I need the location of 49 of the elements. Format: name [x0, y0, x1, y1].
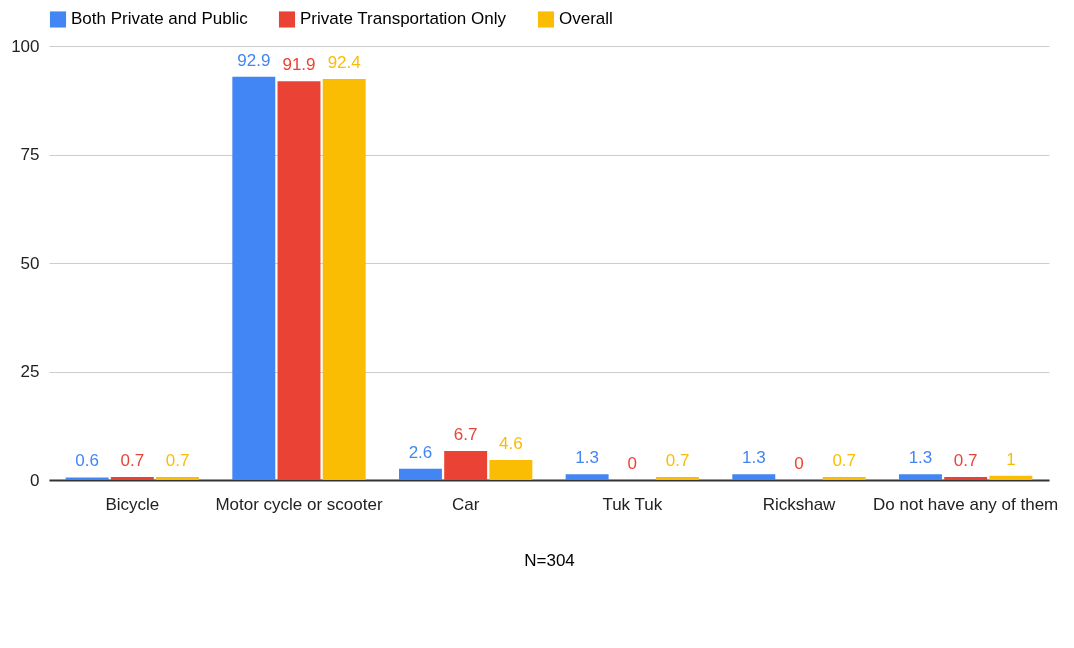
x-tick-label: Tuk Tuk — [602, 494, 663, 514]
data-label: 0 — [627, 454, 638, 473]
bar — [899, 474, 942, 480]
bar — [444, 450, 488, 480]
data-label: 4.6 — [499, 434, 523, 454]
data-label: 1.3 — [908, 448, 933, 468]
data-label: 1.3 — [575, 448, 599, 468]
bar — [565, 474, 609, 480]
data-label: 92.9 — [237, 50, 271, 70]
data-label: 0.6 — [75, 451, 99, 471]
y-tick-label: 100 — [11, 36, 40, 56]
data-label: 2.6 — [408, 442, 433, 462]
data-label: 1 — [1006, 449, 1016, 469]
x-tick-label: Do not have any of them — [873, 494, 1059, 514]
data-label: 6.7 — [453, 424, 478, 444]
legend-label: Overall — [559, 9, 613, 29]
bar — [989, 475, 1033, 480]
data-label: 0.7 — [120, 450, 145, 470]
data-label: 0.7 — [832, 450, 857, 470]
x-axis-title: N=304 — [524, 550, 575, 570]
legend-label: Both Private and Public — [71, 9, 249, 29]
data-label: 91.9 — [282, 55, 316, 75]
bar — [489, 460, 533, 480]
y-tick-label: 0 — [30, 470, 40, 490]
bar — [65, 477, 109, 480]
bar — [822, 476, 866, 480]
y-tick-label: 50 — [20, 253, 40, 273]
bar — [110, 476, 154, 480]
data-label: 0.7 — [953, 450, 978, 470]
x-tick-label: Motor cycle or scooter — [215, 494, 383, 514]
data-label: 0.7 — [165, 450, 190, 470]
bar — [944, 476, 988, 480]
bar — [656, 476, 699, 480]
bar — [277, 81, 321, 480]
y-tick-label: 75 — [20, 145, 40, 164]
bar — [322, 78, 366, 480]
x-tick-label: Rickshaw — [762, 494, 837, 514]
data-label: 0.7 — [665, 450, 690, 470]
bar — [399, 468, 442, 480]
data-label: 92.4 — [327, 52, 361, 72]
x-tick-label: Car — [451, 494, 480, 514]
y-tick-label: 25 — [20, 362, 40, 381]
legend-label: Private Transportation Only — [300, 9, 507, 29]
x-tick-label: Bicycle — [105, 494, 160, 514]
data-label: 0 — [794, 454, 804, 473]
bar — [156, 476, 199, 480]
bar — [732, 474, 776, 480]
bar — [232, 76, 276, 480]
data-label: 1.3 — [741, 448, 766, 468]
